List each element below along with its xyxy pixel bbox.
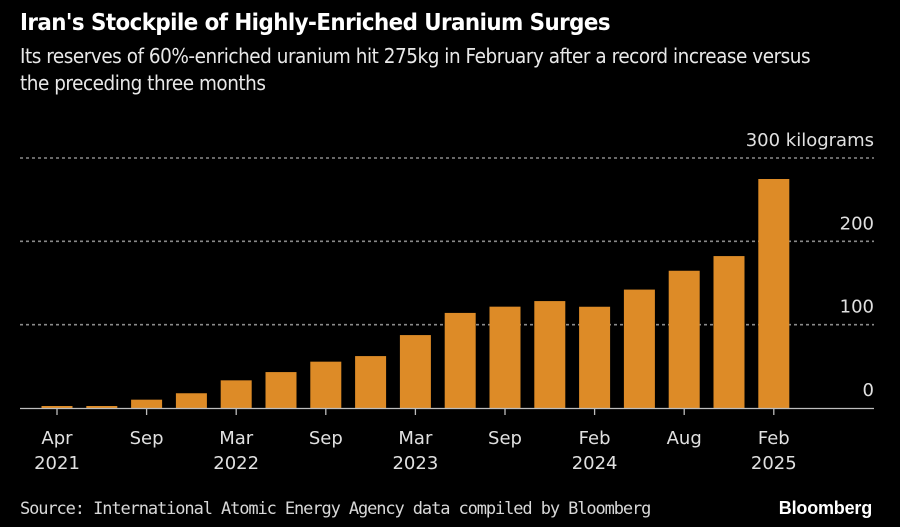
bar: Nov 2021: 17.7 kg bbox=[175, 393, 207, 408]
chart-title: Iran's Stockpile of Highly-Enriched Uran… bbox=[20, 10, 611, 36]
bar: Sep 2023: 121.6 kg bbox=[489, 306, 521, 408]
x-tick-label-year: 2025 bbox=[751, 453, 797, 474]
bar: Sep 2022: 55.6 kg bbox=[310, 361, 342, 408]
bloomberg-logo: Bloomberg bbox=[778, 498, 872, 518]
x-tick-label-year: 2021 bbox=[34, 453, 80, 474]
x-tick-label-month: Sep bbox=[488, 428, 522, 449]
x-axis: Apr 2021 Sep Mar 2022 Sep Mar 2023 Sep Feb 2024 Aug… bbox=[20, 407, 874, 474]
gridlines bbox=[20, 157, 874, 326]
bar: May 2024: 142.1 kg bbox=[623, 289, 655, 408]
x-tick-label-month: Aug bbox=[667, 428, 702, 449]
bar: May 2021: 2.4 kg bbox=[86, 406, 118, 408]
bar: Mar 2023: 87.5 kg bbox=[399, 335, 431, 408]
x-tick-label-year: 2022 bbox=[213, 453, 259, 474]
chart-subtitle: Its reserves of 60%-enriched uranium hit… bbox=[20, 44, 811, 95]
x-tick-label-month: Mar bbox=[398, 428, 433, 449]
bar: Oct 2023: 128.3 kg bbox=[534, 301, 566, 408]
bar: Nov 2022: 62.3 kg bbox=[355, 356, 387, 408]
x-tick-label-month: Apr bbox=[41, 428, 73, 449]
bar: Aug 2024: 164.7 kg bbox=[668, 270, 700, 408]
bar: May 2022: 43.1 kg bbox=[265, 372, 297, 408]
y-tick-label: 0 bbox=[863, 380, 874, 401]
x-tick-label-year: 2023 bbox=[392, 453, 438, 474]
bar: Sep 2021: 10 kg bbox=[131, 399, 163, 408]
bar: Mar 2022: 33.2 kg bbox=[220, 380, 252, 408]
bar: Oct 2024: 182.3 kg bbox=[713, 256, 745, 408]
bar: Apr 2021: 2.4 kg bbox=[41, 406, 73, 408]
x-tick-label-month: Feb bbox=[579, 428, 611, 449]
y-tick-label: 100 bbox=[840, 297, 874, 318]
bar: Feb 2024: 121.5 kg bbox=[579, 306, 611, 408]
bars: Apr 2021: 2.4 kg May 2021: 2.4 kg Sep 2021… bbox=[41, 179, 790, 408]
x-tick-label-month: Mar bbox=[219, 428, 254, 449]
x-tick-label-month: Sep bbox=[130, 428, 164, 449]
y-tick-label: 300 kilograms bbox=[746, 130, 874, 151]
source-note: Source: International Atomic Energy Agen… bbox=[20, 499, 651, 519]
y-tick-label: 200 bbox=[840, 213, 874, 234]
y-axis-labels: 0 100 200 300 kilograms bbox=[746, 130, 874, 401]
x-tick-label-month: Feb bbox=[758, 428, 790, 449]
bar: Feb 2025: 274.8 kg bbox=[758, 179, 790, 408]
bar: May 2023: 114.1 kg bbox=[444, 312, 476, 408]
x-tick-label-year: 2024 bbox=[572, 453, 618, 474]
x-tick-label-month: Sep bbox=[309, 428, 343, 449]
